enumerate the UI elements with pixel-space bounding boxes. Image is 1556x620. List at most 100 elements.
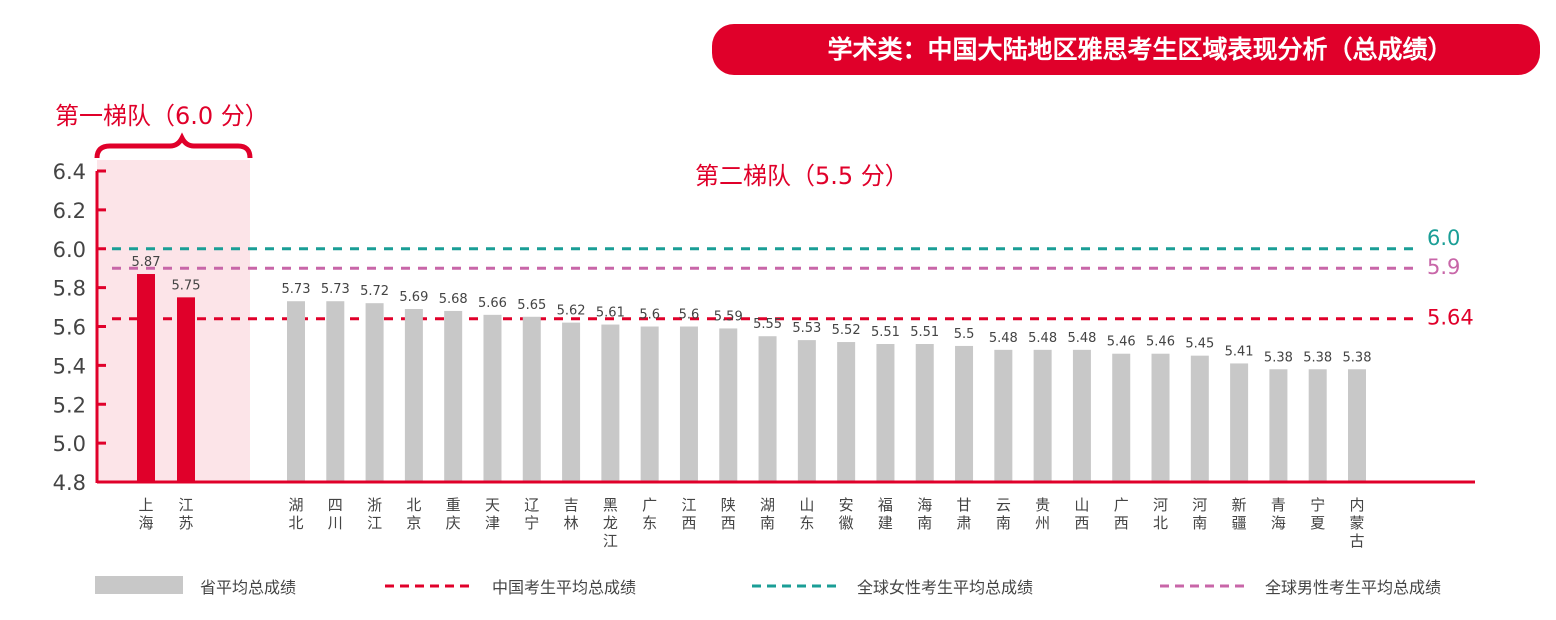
x-tick-char: 湖: [760, 496, 775, 514]
x-tick-char: 新: [1232, 496, 1247, 514]
x-tick-char: 建: [878, 514, 893, 532]
x-tick-label: 福建: [878, 496, 893, 532]
bar-value-label: 5.59: [714, 309, 743, 324]
legend-bar-label: 省平均总成绩: [200, 578, 296, 597]
chart-title: 学术类：中国大陆地区雅思考生区域表现分析（总成绩）: [827, 35, 1452, 64]
bar: [1230, 363, 1249, 482]
x-tick-char: 龙: [603, 514, 618, 532]
x-tick-char: 河: [1153, 496, 1168, 514]
x-tick-label: 重庆: [446, 496, 461, 532]
bar-value-label: 5.51: [871, 325, 900, 340]
x-tick-char: 北: [1153, 514, 1168, 532]
bar-value-label: 5.73: [321, 282, 350, 297]
x-tick-char: 海: [917, 496, 932, 514]
legend-china-label: 中国考生平均总成绩: [492, 578, 636, 597]
x-tick-char: 四: [328, 496, 343, 514]
y-axis: 4.8 5.0 5.2 5.4 5.6 5.8 6.0 6.2 6.4: [53, 160, 106, 495]
bar: [1269, 369, 1288, 482]
x-tick-label: 安徽: [839, 496, 854, 532]
bar-value-label: 5.65: [517, 298, 546, 313]
y-tick-label: 5.8: [53, 277, 86, 301]
legend: 省平均总成绩 中国考生平均总成绩 全球女性考生平均总成绩 全球男性考生平均总成绩: [95, 576, 1441, 597]
reference-lines: 6.0 5.9 5.64: [112, 226, 1474, 330]
y-tick-label: 5.0: [53, 432, 86, 456]
x-tick-char: 南: [917, 514, 932, 532]
x-tick-char: 宁: [524, 514, 539, 532]
x-tick-label: 北京: [406, 496, 421, 532]
x-tick-label: 宁夏: [1310, 496, 1325, 532]
tier1-brace: [94, 132, 253, 159]
bar-value-label: 5.38: [1343, 350, 1372, 365]
x-tick-char: 江: [178, 496, 193, 514]
bar: [404, 309, 423, 482]
bar: [640, 326, 659, 482]
tier2-label: 第二梯队（5.5 分）: [695, 162, 909, 190]
bar: [483, 314, 502, 482]
x-tick-label: 江西: [681, 496, 696, 532]
bar: [1190, 355, 1209, 482]
bar-value-label: 5.53: [792, 321, 821, 336]
x-tick-char: 东: [642, 514, 657, 532]
x-tick-char: 甘: [957, 496, 972, 514]
x-tick-char: 陕: [721, 496, 736, 514]
bar: [562, 322, 581, 482]
bar-value-label: 5.75: [172, 278, 201, 293]
y-tick-label: 5.2: [53, 393, 86, 417]
x-tick-char: 山: [799, 496, 814, 514]
bar-value-label: 5.38: [1264, 350, 1293, 365]
bar-value-label: 5.6: [679, 308, 700, 323]
x-tick-char: 西: [1114, 514, 1129, 532]
x-tick-label: 云南: [996, 496, 1011, 532]
bar-value-label: 5.5: [954, 327, 975, 342]
x-tick-char: 宁: [1310, 496, 1325, 514]
tier1-background: [97, 160, 250, 482]
bar-value-label: 5.41: [1225, 344, 1254, 359]
bar: [994, 349, 1013, 482]
x-tick-char: 徽: [839, 514, 854, 532]
x-tick-char: 福: [878, 496, 893, 514]
legend-bar-swatch: [95, 576, 183, 594]
bar: [365, 303, 384, 482]
x-tick-char: 南: [1192, 514, 1207, 532]
x-tick-label: 天津: [485, 496, 500, 532]
x-tick-label: 浙江: [367, 496, 382, 532]
bar-value-label: 5.62: [557, 304, 586, 319]
x-tick-char: 安: [839, 496, 854, 514]
bar-value-label: 5.38: [1303, 350, 1332, 365]
bar: [719, 328, 738, 482]
x-tick-char: 浙: [367, 496, 382, 514]
y-tick-label: 5.4: [53, 354, 86, 378]
x-tick-char: 津: [485, 514, 500, 532]
x-tick-char: 南: [996, 514, 1011, 532]
x-tick-label: 山东: [799, 496, 814, 532]
bar-value-label: 5.6: [639, 308, 660, 323]
bar: [444, 310, 463, 482]
bar-value-label: 5.69: [399, 290, 428, 305]
x-tick-char: 东: [799, 514, 814, 532]
x-tick-char: 江: [367, 514, 382, 532]
x-tick-char: 天: [485, 496, 500, 514]
x-tick-label: 上海: [138, 496, 153, 532]
x-tick-label: 陕西: [721, 496, 736, 532]
x-tick-label: 河北: [1153, 496, 1168, 532]
x-tick-char: 广: [642, 496, 657, 514]
x-tick-char: 江: [603, 532, 618, 550]
bar-value-label: 5.72: [360, 284, 389, 299]
x-tick-char: 湖: [288, 496, 303, 514]
bar-value-label: 5.68: [439, 292, 468, 307]
x-tick-char: 州: [1035, 514, 1050, 532]
bar: [601, 324, 620, 482]
bar-value-label: 5.61: [596, 306, 625, 321]
bar-value-label: 5.48: [989, 331, 1018, 346]
x-tick-char: 疆: [1232, 514, 1247, 532]
bar: [1151, 353, 1170, 482]
reference-line-label: 6.0: [1427, 226, 1460, 250]
x-tick-label: 河南: [1192, 496, 1207, 532]
x-tick-char: 海: [138, 514, 153, 532]
bar: [1033, 349, 1052, 482]
bar-value-label: 5.46: [1107, 335, 1136, 350]
x-tick-label: 广东: [642, 496, 657, 532]
x-tick-char: 苏: [178, 514, 193, 532]
x-tick-char: 云: [996, 496, 1011, 514]
title-banner: 学术类：中国大陆地区雅思考生区域表现分析（总成绩）: [712, 24, 1540, 75]
